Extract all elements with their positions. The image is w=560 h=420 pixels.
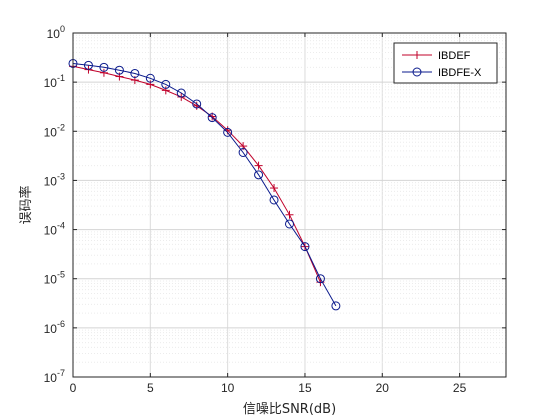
circle-marker <box>315 274 325 284</box>
legend-box <box>393 42 498 84</box>
circle-marker <box>331 301 341 311</box>
legend-label: IBDEF <box>438 50 471 62</box>
plus-marker <box>146 80 155 89</box>
y-tick-label: 10-7 <box>44 368 65 385</box>
circle-marker <box>269 195 279 205</box>
series-2 <box>68 58 341 311</box>
legend-label: IBDFE-X <box>438 67 482 79</box>
y-tick-label: 10-1 <box>44 73 65 90</box>
plus-marker <box>99 68 108 77</box>
y-tick-label: 100 <box>47 24 65 41</box>
y-tick-label: 10-5 <box>44 270 65 287</box>
circle-marker <box>300 242 310 252</box>
y-axis-label: 误码率 <box>18 185 34 224</box>
circle-marker <box>176 88 186 98</box>
plot-frame <box>72 32 507 378</box>
plus-marker <box>413 51 421 59</box>
tick-layer: 0 5 10 15 20 25 100 10-1 10-2 10-3 10-4 10-5 10-6 10-… <box>44 24 506 395</box>
circle-marker <box>223 127 233 137</box>
x-tick-label: 20 <box>376 381 390 395</box>
circle-marker <box>192 99 202 109</box>
plus-marker <box>285 210 294 219</box>
y-tick-label: 10-4 <box>44 221 65 238</box>
x-axis-label: 信噪比SNR(dB) <box>243 402 336 417</box>
circle-marker <box>99 62 109 72</box>
y-tick-label: 10-6 <box>44 319 65 336</box>
x-tick-label: 5 <box>147 381 154 395</box>
legend: IBDEF IBDFE-X <box>393 42 498 84</box>
circle-marker <box>412 67 422 77</box>
plus-marker <box>270 184 279 193</box>
x-tick-label: 0 <box>70 381 77 395</box>
x-tick-label: 10 <box>221 381 235 395</box>
series-line <box>72 63 337 307</box>
circle-marker <box>285 219 294 229</box>
y-tick-label: 10-3 <box>44 171 65 188</box>
grid-layer <box>72 32 506 378</box>
circle-marker <box>145 73 155 83</box>
plus-marker <box>254 161 263 170</box>
x-tick-label: 15 <box>298 381 312 395</box>
circle-marker <box>254 170 264 180</box>
circle-marker <box>238 148 248 158</box>
circle-marker <box>161 79 171 89</box>
x-tick-label: 25 <box>453 381 467 395</box>
circle-marker <box>114 65 124 75</box>
plus-marker <box>161 86 170 95</box>
circle-marker <box>207 113 217 123</box>
circle-marker <box>83 60 93 70</box>
y-tick-label: 10-2 <box>44 122 65 139</box>
circle-marker <box>130 68 140 78</box>
